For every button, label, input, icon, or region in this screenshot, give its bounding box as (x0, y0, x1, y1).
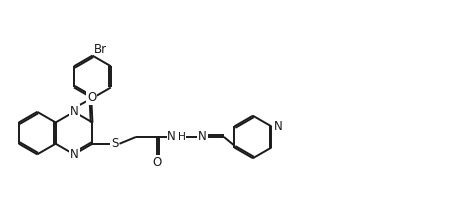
Text: H: H (178, 132, 186, 142)
Text: Br: Br (94, 43, 108, 56)
Text: N: N (198, 131, 207, 143)
Text: N: N (70, 148, 79, 161)
Text: N: N (167, 131, 176, 143)
Text: N: N (274, 120, 283, 133)
Text: N: N (70, 105, 79, 118)
Text: O: O (87, 91, 96, 104)
Text: O: O (152, 156, 162, 169)
Text: S: S (111, 137, 118, 150)
